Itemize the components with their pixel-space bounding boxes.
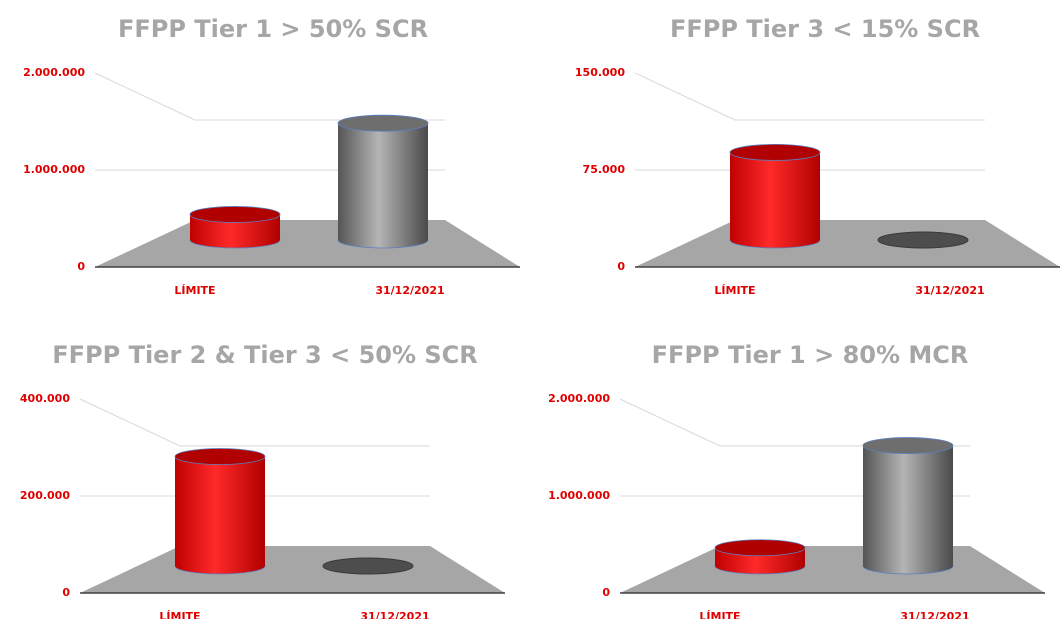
y-tick-label: 75.000	[583, 163, 626, 176]
bar-top	[729, 143, 821, 161]
x-tick-label: 31/12/2021	[900, 610, 969, 619]
bar-base	[877, 231, 969, 249]
bar-top	[862, 437, 954, 454]
x-tick-label: LÍMITE	[174, 284, 215, 297]
chart-title: FFPP Tier 3 < 15% SCR	[670, 15, 980, 43]
grid-line	[634, 72, 985, 121]
chart-title: FFPP Tier 2 & Tier 3 < 50% SCR	[52, 341, 478, 369]
floor	[635, 220, 1060, 267]
y-tick-label: 0	[617, 260, 625, 273]
chart-panel: FFPP Tier 2 & Tier 3 < 50% SCR 0 200.000 40…	[20, 341, 505, 619]
chart-title: FFPP Tier 1 > 50% SCR	[118, 15, 428, 43]
x-tick-label: LÍMITE	[699, 610, 740, 619]
y-tick-label: 400.000	[20, 392, 70, 405]
chart-panel: FFPP Tier 1 > 50% SCR 0 1.000.000 2.000.000…	[23, 15, 520, 297]
y-tick-label: 200.000	[20, 489, 70, 502]
y-tick-label: 2.000.000	[548, 392, 610, 405]
grid-line	[94, 72, 445, 121]
chart-panel: FFPP Tier 1 > 80% MCR 0 1.000.000 2.000.000…	[548, 341, 1045, 619]
x-tick-label: LÍMITE	[714, 284, 755, 297]
chart-title: FFPP Tier 1 > 80% MCR	[652, 341, 969, 369]
y-tick-label: 0	[602, 586, 610, 599]
bar	[730, 152, 820, 240]
y-tick-label: 150.000	[575, 66, 625, 79]
floor	[80, 546, 505, 593]
x-tick-label: LÍMITE	[159, 610, 200, 619]
y-tick-label: 2.000.000	[23, 66, 85, 79]
floor	[620, 546, 1045, 593]
bar-top	[714, 539, 806, 557]
x-tick-label: 31/12/2021	[360, 610, 429, 619]
y-tick-label: 1.000.000	[548, 489, 610, 502]
bar-top	[337, 114, 429, 132]
x-tick-label: 31/12/2021	[915, 284, 984, 297]
bar	[338, 123, 428, 240]
bar-top	[174, 448, 266, 465]
y-tick-label: 1.000.000	[23, 163, 85, 176]
bar-top	[189, 206, 281, 223]
bar	[863, 445, 953, 566]
bar-base	[322, 557, 414, 575]
grid-line	[79, 398, 430, 447]
y-tick-label: 0	[77, 260, 85, 273]
bar	[175, 456, 265, 566]
chart-panel: FFPP Tier 3 < 15% SCR 0 75.000 150.000 LÍMIT…	[575, 15, 1060, 297]
floor	[95, 220, 520, 267]
y-tick-label: 0	[62, 586, 70, 599]
x-tick-label: 31/12/2021	[375, 284, 444, 297]
